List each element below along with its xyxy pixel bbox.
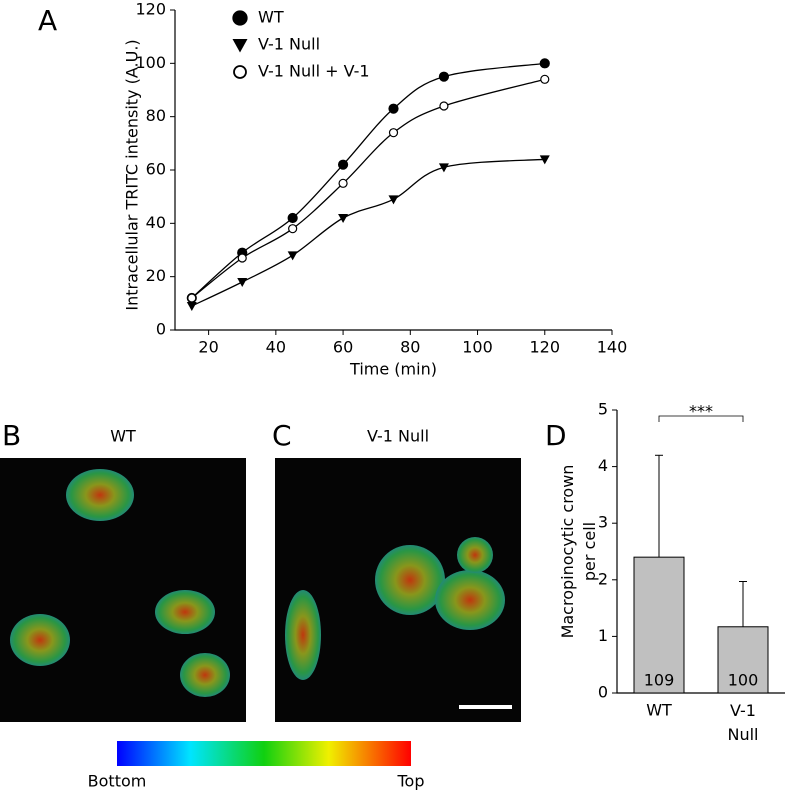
y-tick-label: 5 (598, 400, 608, 419)
colorbar (117, 741, 411, 766)
y-tick-label: 20 (146, 266, 166, 285)
y-tick-label: 0 (598, 683, 608, 702)
y-axis-label: Macropinocytic crown per cell (558, 465, 599, 639)
y-tick-label: 60 (146, 160, 166, 179)
legend-marker (233, 65, 247, 79)
fit-line (191, 158, 545, 307)
legend-marker (232, 10, 248, 26)
marker (338, 214, 349, 223)
cells (285, 537, 505, 680)
legend-label: V-1 Null + V-1 (258, 62, 370, 81)
x-tick-label: 80 (400, 338, 420, 357)
n-label: 100 (728, 671, 759, 690)
legend-marker (232, 39, 248, 53)
panel-letter: B (2, 419, 21, 452)
marker (338, 178, 348, 188)
panel-letter: D (545, 419, 567, 452)
y-tick-label: 0 (156, 320, 166, 339)
y-tick-label: 3 (598, 513, 608, 532)
y-tick-label: 80 (146, 106, 166, 125)
colorbar-label: Top (397, 772, 425, 791)
marker (540, 74, 550, 84)
y-tick-label: 4 (598, 456, 608, 475)
y-tick-label: 2 (598, 569, 608, 588)
marker (288, 224, 298, 234)
y-tick-label: 120 (135, 0, 166, 19)
significance-label: *** (689, 402, 713, 421)
marker (438, 163, 449, 173)
bar (717, 626, 769, 694)
legend-label: V-1 Null (258, 35, 320, 54)
image-title: WT (110, 427, 136, 446)
marker (438, 71, 450, 82)
colorbar-label: Bottom (88, 772, 147, 791)
marker (337, 159, 349, 170)
image-title: V-1 Null (367, 427, 429, 446)
marker (388, 128, 399, 138)
x-tick-label: V-1 Null (728, 701, 759, 744)
x-tick-label: 100 (462, 338, 493, 357)
marker (439, 101, 449, 111)
marker (539, 155, 550, 165)
marker (388, 103, 399, 114)
significance-bracket (658, 415, 744, 422)
x-tick-label: 40 (266, 338, 286, 357)
marker (287, 212, 298, 224)
marker (388, 195, 399, 205)
marker (187, 293, 197, 303)
x-tick-label: 20 (198, 338, 218, 357)
y-tick-label: 1 (598, 626, 608, 645)
marker (186, 302, 197, 311)
fit-line (191, 78, 545, 299)
y-tick-label: 100 (135, 53, 166, 72)
marker (237, 253, 247, 263)
y-axis-label: Intracellular TRITC intensity (A.U.) (123, 39, 142, 310)
fit-line (191, 62, 545, 299)
marker (237, 278, 248, 287)
panel-letter: C (272, 419, 292, 452)
cells (10, 469, 230, 697)
marker (539, 58, 550, 69)
x-tick-label: 120 (529, 338, 560, 357)
x-tick-label: 140 (597, 338, 628, 357)
panel-letter: A (38, 4, 57, 37)
marker (287, 251, 298, 261)
y-tick-label: 40 (146, 213, 166, 232)
bar (633, 556, 685, 694)
x-axis-label: Time (min) (349, 360, 437, 379)
x-tick-label: WT (646, 701, 672, 720)
x-tick-label: 60 (333, 338, 353, 357)
legend-label: WT (258, 8, 284, 27)
n-label: 109 (644, 671, 675, 690)
